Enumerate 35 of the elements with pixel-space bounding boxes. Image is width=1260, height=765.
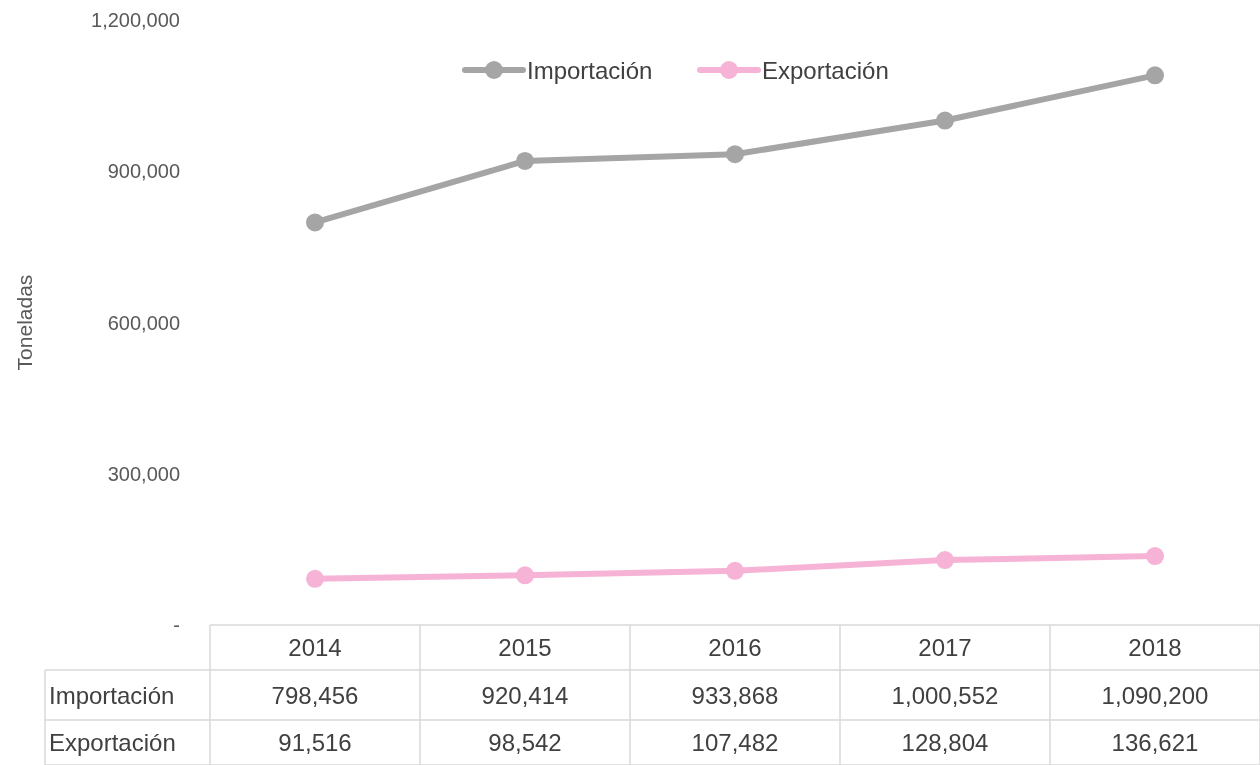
data-label: 128,804: [901, 729, 989, 756]
y-tick-label: 1,200,000: [91, 9, 180, 31]
point: [1146, 547, 1164, 566]
x-tick-label: 2017: [918, 634, 972, 661]
y-tick-label: 600,000: [107, 311, 180, 334]
data-label: 920,414: [481, 681, 569, 709]
text: Importación: [49, 681, 175, 709]
point: [306, 213, 324, 232]
point: [516, 151, 534, 170]
x-tick-label: 2018: [1128, 634, 1182, 661]
data-label: 136,621: [1111, 729, 1199, 756]
data-label: 798,456: [271, 681, 359, 709]
point: [726, 145, 744, 164]
y-axis-title: Toneladas: [13, 274, 36, 371]
x-tick-label: 2015: [498, 634, 552, 661]
point: [936, 111, 954, 130]
point: [936, 551, 954, 570]
y-tick-label: 900,000: [107, 160, 180, 183]
data-label: 1,090,200: [1101, 681, 1209, 709]
data-label: 98,542: [488, 729, 562, 756]
legend-label: Exportación: [762, 56, 889, 84]
point: [726, 561, 744, 580]
point: [306, 569, 324, 588]
text: Exportación: [49, 729, 176, 756]
point: [1146, 66, 1164, 85]
data-label: 107,482: [691, 729, 779, 756]
x-tick-label: 2016: [708, 634, 762, 661]
data-label: 933,868: [691, 681, 779, 709]
x-tick-label: 2014: [288, 634, 342, 661]
data-label: 91,516: [278, 729, 352, 756]
y-tick-label: 300,000: [107, 462, 180, 485]
point: [516, 566, 534, 585]
legend-label: Importación: [527, 56, 653, 84]
y-tick-label: -: [173, 614, 180, 636]
data-label: 1,000,552: [891, 681, 999, 709]
